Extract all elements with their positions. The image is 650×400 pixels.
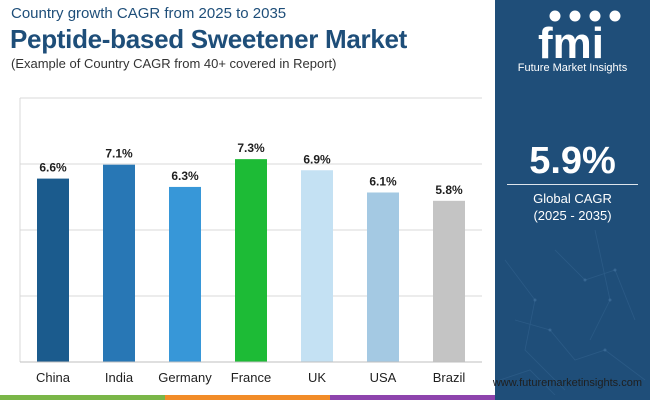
data-label: 5.8% bbox=[435, 183, 463, 197]
x-tick-label: USA bbox=[370, 370, 397, 385]
data-label: 6.9% bbox=[303, 152, 331, 166]
footer-segment bbox=[495, 395, 650, 400]
logo-text: Future Market Insights bbox=[517, 62, 628, 74]
x-tick-label: Germany bbox=[158, 370, 212, 385]
logo-letters: fmi bbox=[538, 19, 604, 60]
chart-note: (Example of Country CAGR from 40+ covere… bbox=[11, 56, 337, 71]
data-label: 6.3% bbox=[171, 169, 199, 183]
bar-france bbox=[235, 159, 267, 362]
footer-segment bbox=[165, 395, 330, 400]
data-label: 7.1% bbox=[105, 147, 133, 161]
bar-uk bbox=[301, 170, 333, 362]
bar-chart: 6.6% China 7.1% India 6.3% Germany 7.3% France 6… bbox=[0, 90, 495, 395]
global-cagr-label: Global CAGR bbox=[533, 191, 612, 206]
bar-china bbox=[37, 178, 69, 362]
data-label: 6.6% bbox=[39, 161, 67, 175]
x-tick-label: Brazil bbox=[433, 370, 466, 385]
bar-germany bbox=[169, 186, 201, 362]
x-tick-label: UK bbox=[308, 370, 326, 385]
cagr-divider bbox=[507, 184, 638, 185]
footer-segment bbox=[330, 395, 495, 400]
bar-chart-canvas: 6.6% China 7.1% India 6.3% Germany 7.3% France 6… bbox=[19, 97, 482, 385]
footer-segment bbox=[0, 395, 165, 400]
x-tick-label: France bbox=[231, 370, 271, 385]
fmi-logo-mark: fmi bbox=[538, 10, 621, 60]
bar-india bbox=[103, 164, 135, 362]
logo-dot-1 bbox=[549, 10, 561, 22]
bar-brazil bbox=[433, 200, 465, 362]
data-label: 6.1% bbox=[369, 174, 397, 188]
x-tick-label: India bbox=[105, 370, 134, 385]
chart-title: Peptide-based Sweetener Market bbox=[10, 24, 408, 54]
fmi-logo: fmi Future Market Insights bbox=[495, 6, 650, 76]
logo-dot-4 bbox=[609, 10, 621, 22]
panel-texture bbox=[499, 229, 646, 396]
side-panel: fmi Future Market Insights 5.9% Global C… bbox=[495, 0, 650, 400]
data-label: 7.3% bbox=[237, 141, 265, 155]
logo-dot-3 bbox=[589, 10, 601, 22]
global-cagr-period: (2025 - 2035) bbox=[533, 208, 612, 223]
bar-usa bbox=[367, 192, 399, 362]
global-cagr-value: 5.9% bbox=[529, 140, 616, 182]
footer-color-bar bbox=[0, 395, 650, 400]
x-tick-label: China bbox=[36, 370, 71, 385]
chart-header: Country growth CAGR from 2025 to 2035 Pe… bbox=[0, 0, 490, 90]
logo-dot-2 bbox=[569, 10, 581, 22]
website-url[interactable]: www.futuremarketinsights.com bbox=[492, 377, 642, 389]
chart-subtitle: Country growth CAGR from 2025 to 2035 bbox=[11, 5, 287, 22]
